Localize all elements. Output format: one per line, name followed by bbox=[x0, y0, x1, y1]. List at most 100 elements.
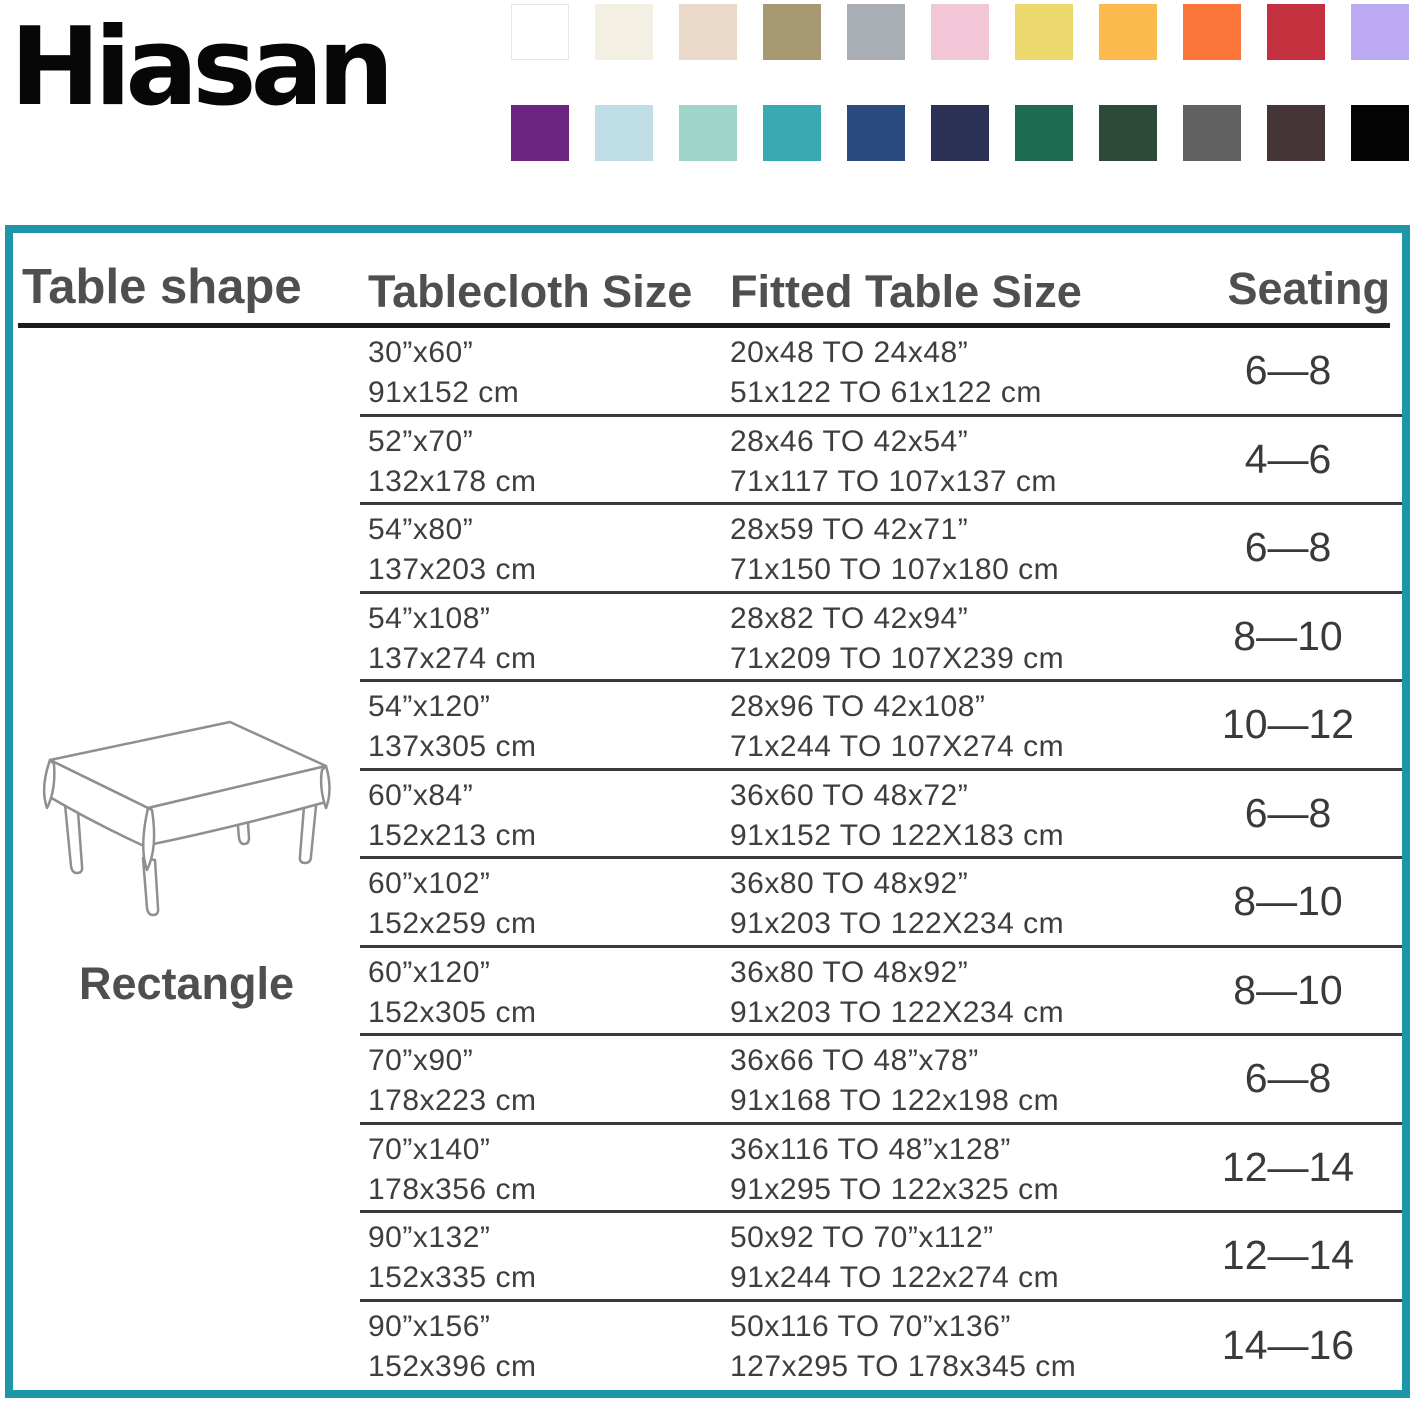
tablecloth-size-cm: 152x213 cm bbox=[368, 818, 537, 852]
fitted-size-inches: 36x60 TO 48x72” bbox=[730, 778, 969, 812]
fitted-size-inches: 50x116 TO 70”x136” bbox=[730, 1309, 1011, 1343]
tablecloth-size-cm: 178x223 cm bbox=[368, 1084, 537, 1117]
fitted-size-cm: 71x209 TO 107X239 cm bbox=[730, 641, 1065, 675]
shape-label: Rectangle bbox=[78, 958, 295, 1009]
tablecloth-size-inches: 54”x80” bbox=[368, 513, 474, 546]
fitted-size-cm: 91x244 TO 122x274 cm bbox=[730, 1261, 1060, 1294]
size-row: 70”x140” 178x356 cm 36x116 TO 48”x128” 9… bbox=[360, 1125, 1402, 1213]
color-swatch bbox=[1351, 4, 1409, 60]
fitted-table-size-cell: 28x82 TO 42x94” 71x209 TO 107X239 cm bbox=[730, 599, 1064, 679]
column-header-seating: Seating bbox=[1227, 263, 1390, 314]
tablecloth-size-inches: 60”x102” bbox=[368, 867, 491, 900]
fitted-table-size-cell: 28x96 TO 42x108” 71x244 TO 107X274 cm bbox=[730, 687, 1064, 767]
seating-count: 6—8 bbox=[1244, 1055, 1332, 1102]
fitted-size-inches: 36x80 TO 48x92” bbox=[730, 955, 969, 989]
size-row: 30”x60” 91x152 cm 20x48 TO 24x48” 51x122… bbox=[360, 328, 1402, 417]
color-swatch bbox=[1183, 105, 1241, 161]
tablecloth-size-cm: 132x178 cm bbox=[368, 464, 537, 498]
size-row: 60”x120” 152x305 cm 36x80 TO 48x92” 91x2… bbox=[360, 948, 1402, 1036]
rectangle-tablecloth-illustration bbox=[42, 720, 331, 917]
fitted-size-inches: 20x48 TO 24x48” bbox=[730, 336, 969, 369]
size-row: 52”x70” 132x178 cm 28x46 TO 42x54” 71x11… bbox=[360, 417, 1402, 505]
seating-count: 8—10 bbox=[1233, 878, 1343, 925]
tablecloth-size-inches: 54”x120” bbox=[368, 690, 491, 723]
tablecloth-size-inches: 30”x60” bbox=[368, 336, 474, 369]
seating-count: 6—8 bbox=[1244, 789, 1332, 836]
fitted-size-inches: 28x46 TO 42x54” bbox=[730, 424, 969, 458]
tablecloth-size-cell: 54”x80” 137x203 cm bbox=[368, 510, 536, 590]
color-swatch bbox=[847, 105, 905, 161]
fitted-size-cm: 51x122 TO 61x122 cm bbox=[730, 376, 1042, 409]
fitted-size-inches: 28x96 TO 42x108” bbox=[730, 690, 986, 723]
tablecloth-size-cell: 60”x120” 152x305 cm bbox=[368, 953, 536, 1033]
color-swatch bbox=[1015, 105, 1073, 161]
brand-logo: Hiasan bbox=[10, 5, 394, 130]
fitted-table-size-cell: 36x116 TO 48”x128” 91x295 TO 122x325 cm bbox=[730, 1130, 1059, 1210]
seating-count: 4—6 bbox=[1244, 435, 1332, 482]
tablecloth-size-cell: 70”x90” 178x223 cm bbox=[368, 1041, 536, 1121]
color-swatch-grid bbox=[511, 4, 1409, 161]
fitted-table-size-cell: 20x48 TO 24x48” 51x122 TO 61x122 cm bbox=[730, 333, 1042, 413]
tablecloth-size-cell: 60”x102” 152x259 cm bbox=[368, 864, 536, 944]
fitted-size-cm: 71x150 TO 107x180 cm bbox=[730, 553, 1060, 586]
seating-count: 6—8 bbox=[1244, 347, 1332, 394]
fitted-size-inches: 28x59 TO 42x71” bbox=[730, 513, 969, 546]
size-chart-table: Table shape Tablecloth Size Fitted Table… bbox=[5, 225, 1410, 1398]
size-row: 90”x132” 152x335 cm 50x92 TO 70”x112” 91… bbox=[360, 1213, 1402, 1302]
size-row: 60”x84” 152x213 cm 36x60 TO 48x72” 91x15… bbox=[360, 771, 1402, 859]
color-swatch bbox=[931, 105, 989, 161]
fitted-table-size-cell: 36x60 TO 48x72” 91x152 TO 122X183 cm bbox=[730, 776, 1064, 856]
tablecloth-size-cell: 90”x156” 152x396 cm bbox=[368, 1307, 536, 1387]
size-row: 54”x108” 137x274 cm 28x82 TO 42x94” 71x2… bbox=[360, 594, 1402, 682]
tablecloth-size-cm: 178x356 cm bbox=[368, 1172, 537, 1206]
tablecloth-size-cell: 52”x70” 132x178 cm bbox=[368, 422, 536, 502]
tablecloth-size-inches: 70”x140” bbox=[368, 1132, 491, 1166]
tablecloth-size-inches: 90”x156” bbox=[368, 1309, 491, 1343]
fitted-size-cm: 91x203 TO 122X234 cm bbox=[730, 995, 1065, 1029]
color-swatch bbox=[679, 105, 737, 161]
size-rows: 30”x60” 91x152 cm 20x48 TO 24x48” 51x122… bbox=[360, 328, 1402, 1390]
tablecloth-size-cm: 91x152 cm bbox=[368, 376, 520, 409]
tablecloth-size-cm: 137x305 cm bbox=[368, 730, 537, 763]
tablecloth-size-cell: 60”x84” 152x213 cm bbox=[368, 776, 536, 856]
column-header-fitted-table-size: Fitted Table Size bbox=[730, 266, 1082, 317]
fitted-size-cm: 91x295 TO 122x325 cm bbox=[730, 1172, 1060, 1206]
tablecloth-size-cell: 54”x108” 137x274 cm bbox=[368, 599, 536, 679]
color-swatch bbox=[511, 105, 569, 161]
size-row: 54”x80” 137x203 cm 28x59 TO 42x71” 71x15… bbox=[360, 505, 1402, 594]
color-swatch bbox=[763, 4, 821, 60]
color-swatch bbox=[1099, 4, 1157, 60]
color-swatch bbox=[763, 105, 821, 161]
seating-count: 12—14 bbox=[1221, 1232, 1355, 1279]
color-swatch bbox=[1099, 105, 1157, 161]
tablecloth-size-inches: 60”x120” bbox=[368, 955, 491, 989]
tablecloth-size-cm: 137x203 cm bbox=[368, 553, 537, 586]
column-header-table-shape: Table shape bbox=[22, 260, 302, 314]
fitted-size-cm: 91x168 TO 122x198 cm bbox=[730, 1084, 1060, 1117]
fitted-table-size-cell: 28x59 TO 42x71” 71x150 TO 107x180 cm bbox=[730, 510, 1059, 590]
fitted-size-inches: 36x66 TO 48”x78” bbox=[730, 1044, 979, 1077]
fitted-size-inches: 28x82 TO 42x94” bbox=[730, 601, 969, 635]
color-swatch bbox=[1183, 4, 1241, 60]
tablecloth-size-cell: 90”x132” 152x335 cm bbox=[368, 1218, 536, 1298]
tablecloth-size-cm: 137x274 cm bbox=[368, 641, 537, 675]
color-swatch bbox=[1267, 4, 1325, 60]
header-divider-line bbox=[18, 323, 1390, 328]
color-swatch bbox=[931, 4, 989, 60]
tablecloth-size-inches: 70”x90” bbox=[368, 1044, 474, 1077]
seating-count: 8—10 bbox=[1233, 612, 1343, 659]
size-row: 90”x156” 152x396 cm 50x116 TO 70”x136” 1… bbox=[360, 1302, 1402, 1391]
fitted-table-size-cell: 36x80 TO 48x92” 91x203 TO 122X234 cm bbox=[730, 864, 1064, 944]
color-swatch bbox=[595, 4, 653, 60]
size-row: 70”x90” 178x223 cm 36x66 TO 48”x78” 91x1… bbox=[360, 1036, 1402, 1125]
seating-count: 14—16 bbox=[1221, 1322, 1355, 1369]
color-swatch bbox=[1351, 105, 1409, 161]
color-swatch bbox=[847, 4, 905, 60]
tablecloth-size-cell: 30”x60” 91x152 cm bbox=[368, 333, 519, 413]
fitted-size-cm: 91x203 TO 122X234 cm bbox=[730, 907, 1065, 940]
seating-count: 12—14 bbox=[1221, 1143, 1355, 1190]
fitted-table-size-cell: 36x66 TO 48”x78” 91x168 TO 122x198 cm bbox=[730, 1041, 1059, 1121]
tablecloth-size-cm: 152x335 cm bbox=[368, 1261, 537, 1294]
color-swatch bbox=[1015, 4, 1073, 60]
table-shape-cell: Rectangle bbox=[13, 328, 360, 1390]
